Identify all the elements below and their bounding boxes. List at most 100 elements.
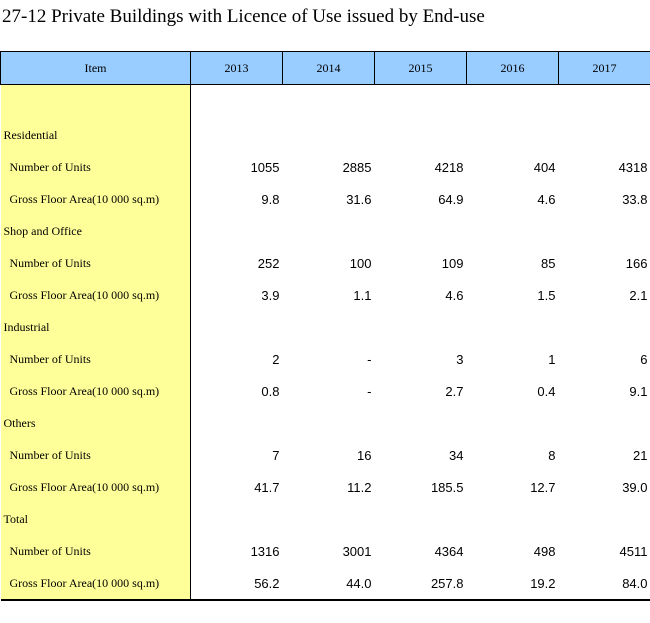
value-cell: 166 — [625, 255, 648, 271]
data-table: Item 2013 2014 2015 2016 2017 Residentia… — [0, 51, 650, 601]
value-cell: 1.5 — [537, 287, 556, 303]
category-row: Total — [0, 503, 650, 535]
value-cell — [375, 119, 467, 151]
value-cell — [375, 407, 467, 439]
category-label: Total — [0, 503, 191, 535]
value-cell: 34 — [449, 447, 464, 463]
value-cell: 4.6 — [537, 191, 556, 207]
value-cell: 100 — [349, 255, 372, 271]
category-row: Others — [0, 407, 650, 439]
value-cell — [191, 119, 283, 151]
value-cell: 1.1 — [353, 287, 372, 303]
category-label: Others — [0, 407, 191, 439]
category-label: Shop and Office — [0, 215, 191, 247]
column-header-2017: 2017 — [558, 51, 650, 85]
value-cell: 4218 — [434, 159, 464, 175]
value-cell: 31.6 — [346, 191, 372, 207]
value-cell — [283, 119, 375, 151]
value-cell: 1316 — [250, 543, 280, 559]
table-body: Residential Number of Units 1055 2885 4218 40… — [0, 84, 650, 601]
value-cell: 498 — [533, 543, 556, 559]
table-row: Number of Units 252 100 109 85 166 — [0, 247, 650, 279]
value-cell — [559, 503, 650, 535]
value-cell: 3.9 — [261, 287, 280, 303]
page-title: 27-12 Private Buildings with Licence of … — [2, 6, 485, 27]
value-cell — [283, 215, 375, 247]
spacer-label-cell — [0, 84, 191, 119]
row-label: Number of Units — [0, 439, 191, 471]
value-cell: 2 — [272, 351, 280, 367]
value-cell: 4511 — [619, 543, 648, 559]
value-cell — [467, 503, 559, 535]
value-cell — [467, 119, 559, 151]
category-row: Residential — [0, 119, 650, 151]
value-cell — [559, 215, 650, 247]
value-cell: 4318 — [618, 159, 648, 175]
value-cell: 1 — [548, 351, 556, 367]
value-cell — [559, 407, 650, 439]
row-label: Number of Units — [0, 343, 191, 375]
value-cell: 9.1 — [629, 383, 648, 399]
value-cell — [191, 215, 283, 247]
table-row: Gross Floor Area(10 000 sq.m) 9.8 31.6 64.9… — [0, 183, 650, 215]
value-cell: 8 — [548, 447, 556, 463]
column-header-2016: 2016 — [466, 51, 559, 85]
row-label: Gross Floor Area(10 000 sq.m) — [0, 183, 191, 215]
value-cell: 252 — [257, 255, 280, 271]
value-cell: - — [367, 383, 372, 399]
table-row: Number of Units 1316 3001 4364 498 4511 — [0, 535, 650, 567]
table-row: Gross Floor Area(10 000 sq.m) 3.9 1.1 4.6 1.… — [0, 279, 650, 311]
value-cell — [467, 311, 559, 343]
table-row: Number of Units 7 16 34 8 21 — [0, 439, 650, 471]
category-row: Industrial — [0, 311, 650, 343]
row-label: Gross Floor Area(10 000 sq.m) — [0, 375, 191, 407]
value-cell — [467, 407, 559, 439]
value-cell — [375, 311, 467, 343]
value-cell: 7 — [272, 447, 280, 463]
value-cell: 6 — [640, 351, 648, 367]
value-cell — [559, 311, 650, 343]
value-cell: 11.2 — [347, 479, 372, 495]
value-cell — [375, 215, 467, 247]
value-cell: 16 — [357, 447, 372, 463]
table-row: Gross Floor Area(10 000 sq.m) 41.7 11.2 185… — [0, 471, 650, 503]
value-cell: 84.0 — [558, 567, 650, 601]
table-row: Number of Units 2 - 3 1 6 — [0, 343, 650, 375]
category-row: Shop and Office — [0, 215, 650, 247]
value-cell: 109 — [441, 255, 464, 271]
row-label: Gross Floor Area(10 000 sq.m) — [0, 567, 191, 601]
value-cell: 3001 — [342, 543, 372, 559]
value-cell: 19.2 — [466, 567, 559, 601]
row-label: Gross Floor Area(10 000 sq.m) — [0, 471, 191, 503]
table-row: Number of Units 1055 2885 4218 404 4318 — [0, 151, 650, 183]
value-cell: 33.8 — [622, 191, 648, 207]
value-cell: 257.8 — [374, 567, 467, 601]
category-label: Industrial — [0, 311, 191, 343]
row-label: Number of Units — [0, 535, 191, 567]
header-row: Item 2013 2014 2015 2016 2017 — [0, 51, 650, 85]
value-cell — [283, 311, 375, 343]
value-cell — [283, 503, 375, 535]
row-label: Number of Units — [0, 247, 191, 279]
value-cell: 44.0 — [282, 567, 375, 601]
value-cell: 1055 — [250, 159, 280, 175]
value-cell — [283, 407, 375, 439]
value-cell: - — [367, 351, 372, 367]
value-cell: 404 — [533, 159, 556, 175]
table-row: Gross Floor Area(10 000 sq.m) 0.8 - 2.7 0.4 9… — [0, 375, 650, 407]
value-cell: 9.8 — [261, 191, 280, 207]
spacer-row — [0, 84, 650, 119]
value-cell: 3 — [456, 351, 464, 367]
row-label: Number of Units — [0, 151, 191, 183]
value-cell: 4.6 — [445, 287, 464, 303]
value-cell: 56.2 — [190, 567, 283, 601]
row-label: Gross Floor Area(10 000 sq.m) — [0, 279, 191, 311]
value-cell — [191, 407, 283, 439]
value-cell: 12.7 — [530, 479, 556, 495]
column-header-2014: 2014 — [282, 51, 375, 85]
value-cell: 21 — [633, 447, 648, 463]
value-cell — [559, 119, 650, 151]
value-cell: 64.9 — [438, 191, 464, 207]
value-cell: 41.7 — [254, 479, 280, 495]
column-header-item: Item — [0, 51, 191, 85]
